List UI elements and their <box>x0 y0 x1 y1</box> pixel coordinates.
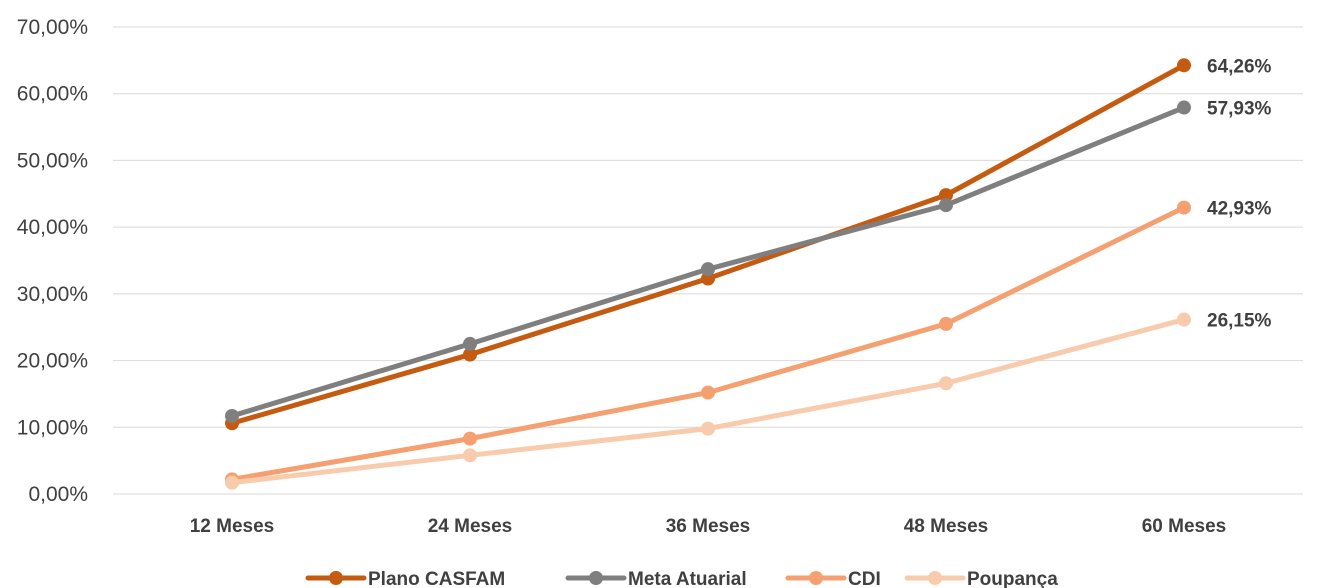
series-line <box>229 317 1187 486</box>
series-line <box>229 205 1187 482</box>
series-cdi <box>225 200 1191 487</box>
x-tick-label: 24 Meses <box>428 516 513 537</box>
legend-item: Plano CASFAM <box>305 569 505 588</box>
legend-swatch-marker <box>329 571 343 585</box>
data-label: 57,93% <box>1207 99 1272 120</box>
y-axis-tick-labels: 0,00% 10,00% 20,00% 30,00% 40,00% 50,00% 60,00… <box>17 16 88 506</box>
data-point <box>1177 200 1191 215</box>
data-point <box>939 376 953 391</box>
series-poupan-a <box>225 312 1191 490</box>
data-point <box>701 421 715 436</box>
y-tick-label: 60,00% <box>17 83 88 106</box>
y-tick-label: 20,00% <box>17 350 88 373</box>
legend-item: Poupança <box>904 569 1058 588</box>
data-point <box>701 385 715 400</box>
x-tick-label: 60 Meses <box>1142 516 1227 537</box>
data-point <box>225 475 239 490</box>
series-meta-atuarial <box>225 100 1191 423</box>
data-label: 26,15% <box>1207 311 1272 332</box>
legend-item: Meta Atuarial <box>565 569 747 588</box>
x-axis-tick-labels: 12 Meses 24 Meses 36 Meses 48 Meses 60 Meses <box>190 516 1227 537</box>
data-point <box>939 188 953 203</box>
y-tick-label: 40,00% <box>17 216 88 239</box>
data-label: 64,26% <box>1207 56 1272 77</box>
y-tick-label: 50,00% <box>17 149 88 172</box>
data-point <box>1177 100 1191 115</box>
legend-label: Meta Atuarial <box>628 569 747 588</box>
data-label: 42,93% <box>1207 199 1272 220</box>
y-tick-label: 70,00% <box>17 16 88 39</box>
data-point <box>225 408 239 423</box>
data-point <box>463 347 477 362</box>
x-tick-label: 12 Meses <box>190 516 275 537</box>
series-line <box>229 105 1187 419</box>
data-labels: 64,26% 57,93% 42,93% 26,15% <box>1207 56 1272 331</box>
x-tick-label: 48 Meses <box>904 516 989 537</box>
series-lines <box>225 58 1191 490</box>
x-tick-label: 36 Meses <box>666 516 751 537</box>
y-tick-label: 10,00% <box>17 416 88 439</box>
y-tick-label: 0,00% <box>28 483 88 506</box>
data-point <box>701 262 715 277</box>
data-point <box>1177 312 1191 327</box>
legend-item: CDI <box>785 569 881 588</box>
gridlines <box>113 26 1303 495</box>
data-point <box>939 316 953 331</box>
y-tick-label: 30,00% <box>17 283 88 306</box>
data-point <box>1177 58 1191 73</box>
legend-swatch-marker <box>809 571 823 585</box>
legend-swatch-marker <box>928 571 942 585</box>
data-point <box>463 431 477 446</box>
legend-label: CDI <box>848 569 881 588</box>
data-point <box>463 336 477 351</box>
data-point <box>463 448 477 463</box>
legend-label: Poupança <box>967 569 1058 588</box>
legend: Plano CASFAM Meta Atuarial CDI Poupança <box>305 569 1058 588</box>
series-line <box>229 62 1187 426</box>
legend-label: Plano CASFAM <box>368 569 505 588</box>
data-point <box>939 198 953 213</box>
legend-swatch-marker <box>589 571 603 585</box>
